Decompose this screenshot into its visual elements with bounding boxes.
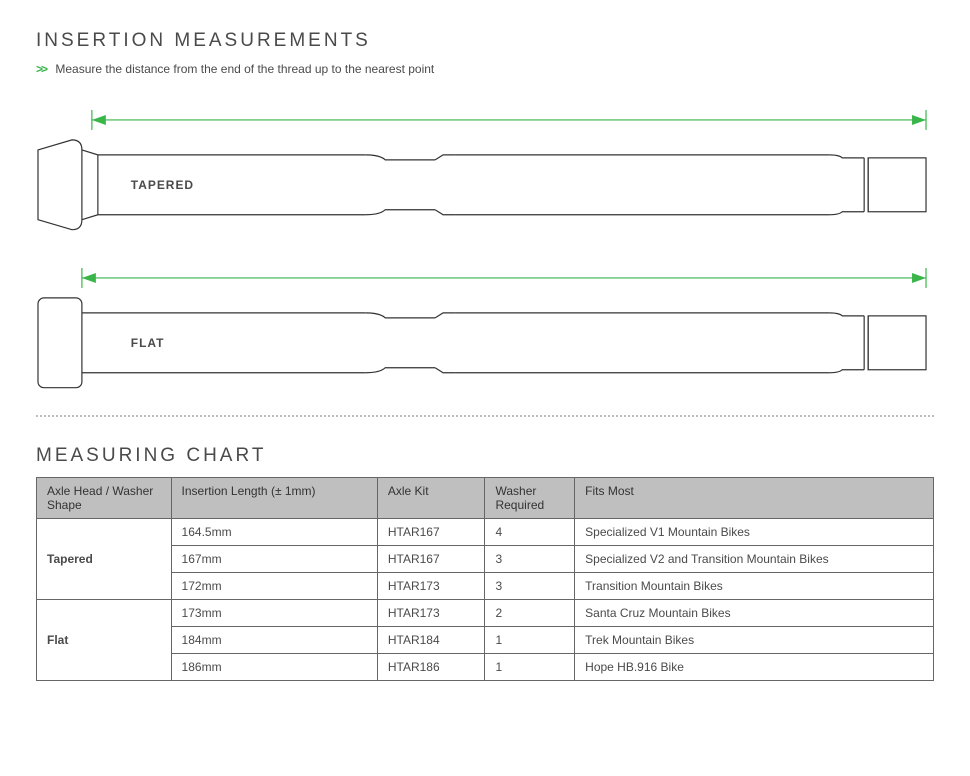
table-cell: 3	[485, 573, 575, 600]
flat-axle-svg: FLAT	[36, 258, 934, 398]
table-header-cell: Insertion Length (± 1mm)	[171, 478, 377, 519]
table-header-cell: Axle Kit	[377, 478, 485, 519]
table-cell: 172mm	[171, 573, 377, 600]
table-cell: HTAR186	[377, 654, 485, 681]
table-header-cell: Washer Required	[485, 478, 575, 519]
table-header-row: Axle Head / Washer ShapeInsertion Length…	[37, 478, 934, 519]
table-cell: 1	[485, 654, 575, 681]
table-group-head: Tapered	[37, 519, 172, 600]
table-row: Flat173mmHTAR1732Santa Cruz Mountain Bik…	[37, 600, 934, 627]
tapered-diagram: TAPERED	[36, 100, 934, 240]
table-cell: 1	[485, 627, 575, 654]
table-row: 184mmHTAR1841Trek Mountain Bikes	[37, 627, 934, 654]
insertion-subtitle: >> Measure the distance from the end of …	[36, 62, 934, 76]
table-row: 172mmHTAR1733Transition Mountain Bikes	[37, 573, 934, 600]
table-cell: HTAR173	[377, 573, 485, 600]
table-cell: HTAR184	[377, 627, 485, 654]
table-cell: 164.5mm	[171, 519, 377, 546]
table-cell: 184mm	[171, 627, 377, 654]
table-cell: HTAR167	[377, 546, 485, 573]
table-cell: Specialized V2 and Transition Mountain B…	[575, 546, 934, 573]
table-cell: 186mm	[171, 654, 377, 681]
table-cell: 173mm	[171, 600, 377, 627]
subtitle-text: Measure the distance from the end of the…	[55, 62, 434, 76]
table-cell: 3	[485, 546, 575, 573]
table-row: Tapered164.5mmHTAR1674Specialized V1 Mou…	[37, 519, 934, 546]
chart-title: MEASURING CHART	[36, 445, 934, 467]
flat-diagram: FLAT	[36, 258, 934, 398]
table-cell: Hope HB.916 Bike	[575, 654, 934, 681]
table-cell: Santa Cruz Mountain Bikes	[575, 600, 934, 627]
table-cell: HTAR173	[377, 600, 485, 627]
table-cell: HTAR167	[377, 519, 485, 546]
table-cell: Trek Mountain Bikes	[575, 627, 934, 654]
chevron-icon: >>	[36, 62, 46, 76]
table-header-cell: Fits Most	[575, 478, 934, 519]
tapered-axle-svg: TAPERED	[36, 100, 934, 240]
table-row: 186mmHTAR1861Hope HB.916 Bike	[37, 654, 934, 681]
table-group-head: Flat	[37, 600, 172, 681]
flat-label: FLAT	[131, 335, 165, 349]
table-cell: Specialized V1 Mountain Bikes	[575, 519, 934, 546]
table-header-cell: Axle Head / Washer Shape	[37, 478, 172, 519]
tapered-label: TAPERED	[131, 178, 194, 192]
table-cell: 2	[485, 600, 575, 627]
table-cell: Transition Mountain Bikes	[575, 573, 934, 600]
insertion-title: INSERTION MEASUREMENTS	[36, 30, 934, 52]
table-cell: 4	[485, 519, 575, 546]
dotted-divider	[36, 415, 934, 417]
table-row: 167mmHTAR1673Specialized V2 and Transiti…	[37, 546, 934, 573]
measuring-chart-table: Axle Head / Washer ShapeInsertion Length…	[36, 477, 934, 681]
table-cell: 167mm	[171, 546, 377, 573]
